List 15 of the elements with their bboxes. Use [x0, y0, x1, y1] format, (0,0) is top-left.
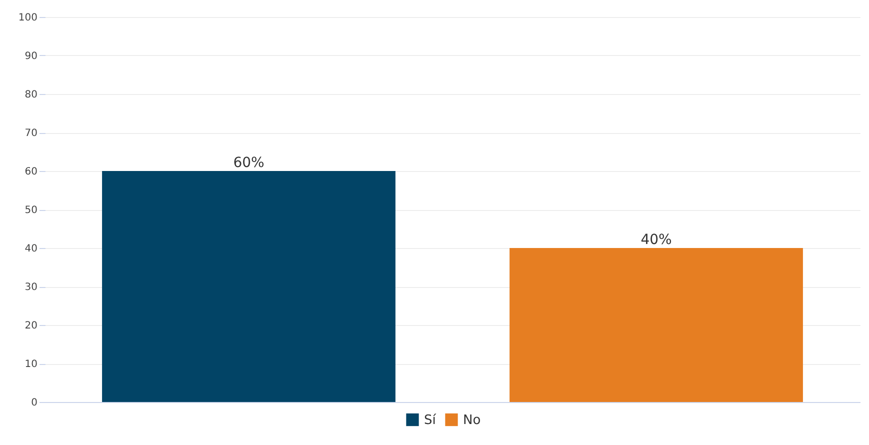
- y-tick-label: 80: [24, 90, 38, 100]
- y-tick-label: 70: [24, 128, 38, 139]
- legend-label: No: [463, 412, 481, 428]
- y-tick-label: 20: [24, 320, 38, 332]
- y-tick-label: 40: [24, 244, 38, 254]
- y-tick-label: 90: [24, 51, 38, 62]
- y-tick-label: 0: [31, 398, 38, 408]
- y-tick-label: 30: [24, 282, 38, 293]
- y-tick-label: 60: [24, 166, 38, 178]
- data-label: 40%: [640, 232, 672, 248]
- y-tick-label: 10: [24, 359, 38, 370]
- y-tick-label: 100: [18, 12, 38, 24]
- legend-label: Sí: [424, 412, 436, 428]
- data-label: 60%: [233, 155, 264, 171]
- y-tick-label: 50: [24, 205, 38, 216]
